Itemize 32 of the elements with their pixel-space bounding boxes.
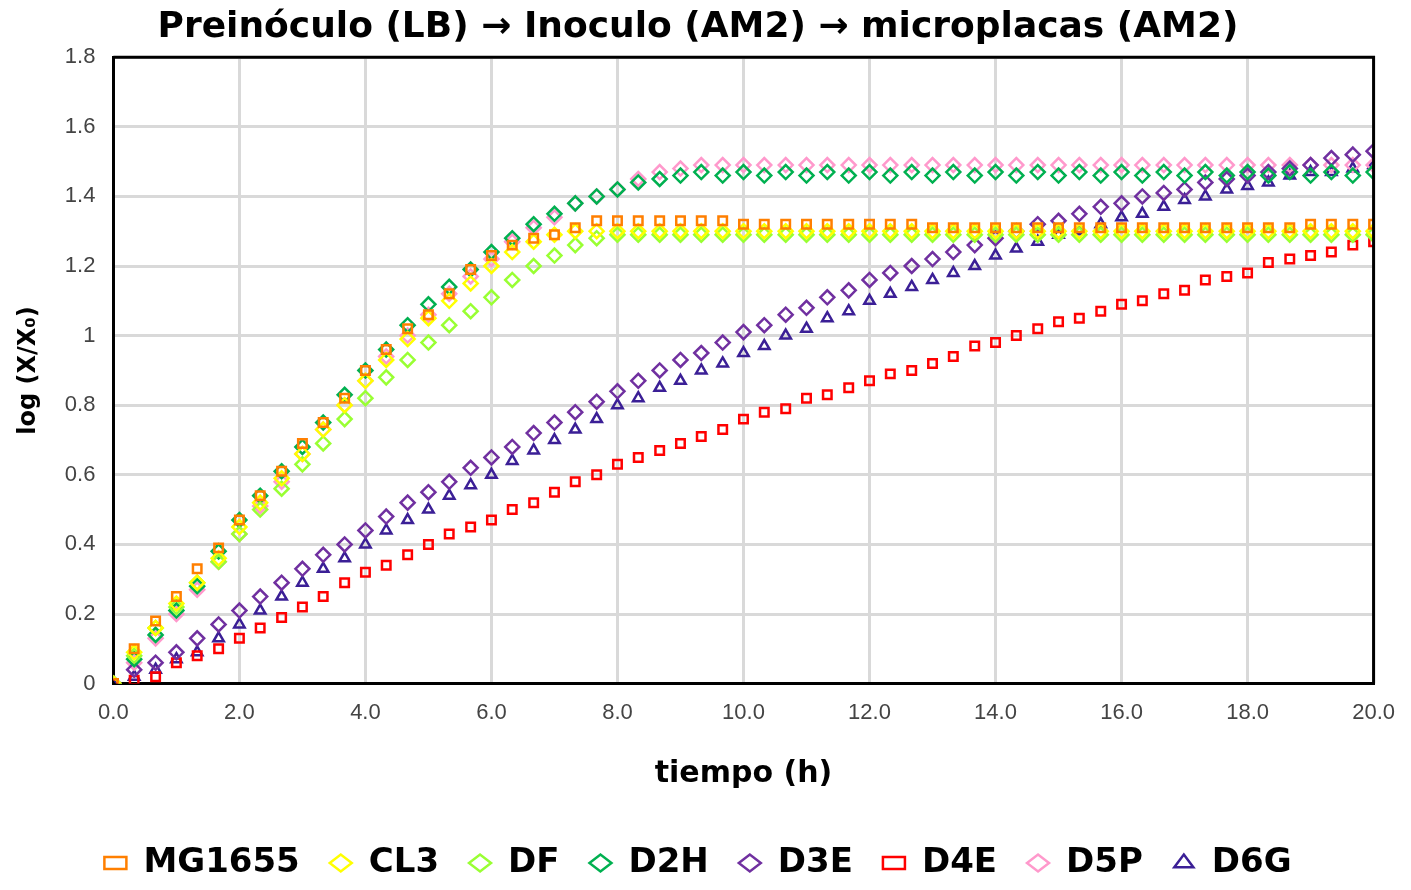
y-tick-label: 0 (83, 669, 96, 695)
x-tick-label: 4.0 (350, 698, 381, 724)
y-tick-label: 1.6 (64, 112, 96, 138)
y-tick-label: 1.4 (64, 182, 96, 208)
chart-title: Preinóculo (LB) → Inoculo (AM2) → microplacas (AM2) (157, 3, 1239, 45)
y-tick-label: 1 (83, 321, 96, 347)
legend-label: DF (508, 839, 560, 880)
y-tick-label: 1.8 (64, 43, 96, 69)
legend-label: D3E (777, 839, 853, 880)
legend-label: D2H (628, 839, 709, 880)
x-tick-label: 14.0 (974, 698, 1017, 724)
x-tick-label: 16.0 (1100, 698, 1143, 724)
x-tick-label: 12.0 (848, 698, 891, 724)
legend-label: MG1655 (143, 839, 300, 880)
legend-label: D5P (1066, 839, 1143, 880)
y-tick-label: 0.2 (64, 600, 96, 626)
x-tick-label: 8.0 (602, 698, 633, 724)
x-tick-label: 10.0 (722, 698, 765, 724)
x-tick-label: 20.0 (1352, 698, 1395, 724)
legend-label: D6G (1211, 839, 1292, 880)
y-tick-label: 0.6 (64, 460, 96, 486)
legend-label: CL3 (368, 839, 440, 880)
y-tick-label: 0.4 (64, 530, 96, 556)
y-tick-label: 1.2 (64, 252, 96, 278)
x-tick-label: 0.0 (98, 698, 129, 724)
y-tick-label: 0.8 (64, 391, 96, 417)
y-axis-title: log (X/X₀) (12, 306, 41, 435)
x-axis-title: tiempo (h) (654, 753, 833, 789)
legend-label: D4E (921, 839, 998, 880)
x-tick-label: 18.0 (1226, 698, 1269, 724)
x-tick-label: 2.0 (224, 698, 255, 724)
x-tick-label: 6.0 (476, 698, 507, 724)
